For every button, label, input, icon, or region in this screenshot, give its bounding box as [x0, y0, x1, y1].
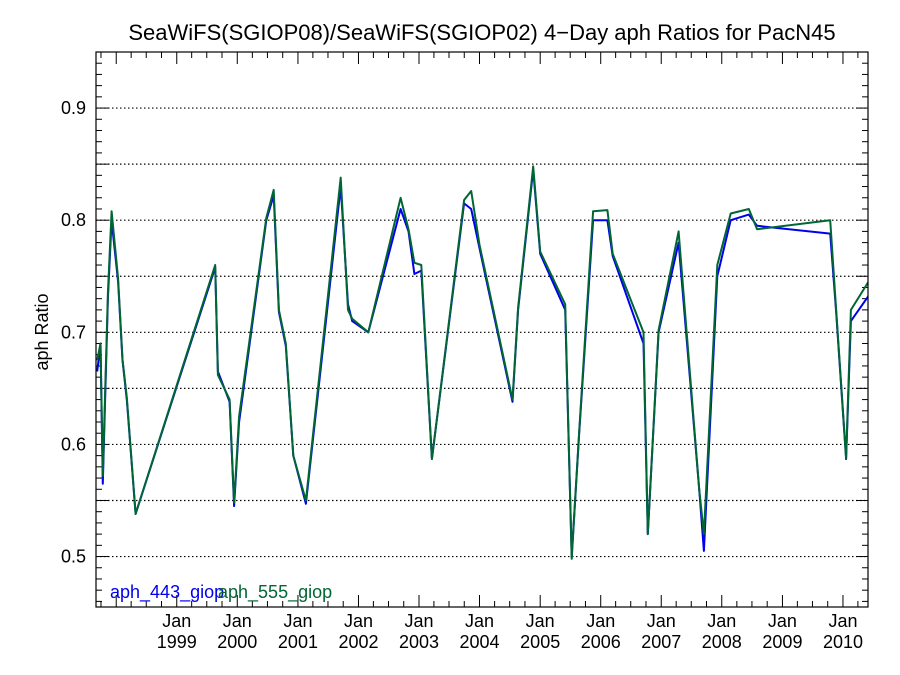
x-tick-month-label: Jan: [162, 611, 191, 631]
x-tick-month-label: Jan: [647, 611, 676, 631]
y-tick-label: 0.8: [61, 210, 86, 230]
x-tick-year-label: 1999: [157, 632, 197, 652]
x-tick-year-label: 2001: [278, 632, 318, 652]
x-tick-month-label: Jan: [283, 611, 312, 631]
x-tick-year-label: 2006: [581, 632, 621, 652]
y-axis-label: aph Ratio: [32, 293, 52, 370]
grid-lines: [96, 107, 868, 558]
legend-entry-aph-443-giop: aph_443_giop: [110, 582, 224, 603]
series-layer: [96, 165, 868, 560]
x-tick-year-label: 2003: [399, 632, 439, 652]
x-tick-year-label: 2000: [217, 632, 257, 652]
axis-ticks: 0.50.60.70.80.9Jan1999Jan2000Jan2001Jan2…: [61, 51, 868, 652]
x-tick-year-label: 2002: [338, 632, 378, 652]
x-tick-month-label: Jan: [828, 611, 857, 631]
x-tick-month-label: Jan: [223, 611, 252, 631]
x-tick-month-label: Jan: [404, 611, 433, 631]
x-tick-year-label: 2010: [823, 632, 863, 652]
x-tick-year-label: 2004: [459, 632, 499, 652]
x-tick-year-label: 2008: [702, 632, 742, 652]
x-tick-month-label: Jan: [526, 611, 555, 631]
plot-frame: [95, 51, 869, 608]
chart-title: SeaWiFS(SGIOP08)/SeaWiFS(SGIOP02) 4−Day …: [128, 20, 835, 45]
x-tick-year-label: 2007: [641, 632, 681, 652]
x-tick-year-label: 2009: [762, 632, 802, 652]
y-tick-label: 0.6: [61, 434, 86, 454]
x-tick-month-label: Jan: [586, 611, 615, 631]
x-tick-month-label: Jan: [465, 611, 494, 631]
y-tick-label: 0.7: [61, 322, 86, 342]
x-tick-month-label: Jan: [344, 611, 373, 631]
x-tick-month-label: Jan: [707, 611, 736, 631]
x-tick-year-label: 2005: [520, 632, 560, 652]
series-line-aph-555-giop: [96, 165, 868, 560]
y-tick-label: 0.5: [61, 547, 86, 567]
legend-entry-aph-555-giop: aph_555_giop: [218, 582, 332, 603]
y-tick-label: 0.9: [61, 98, 86, 118]
x-tick-month-label: Jan: [768, 611, 797, 631]
